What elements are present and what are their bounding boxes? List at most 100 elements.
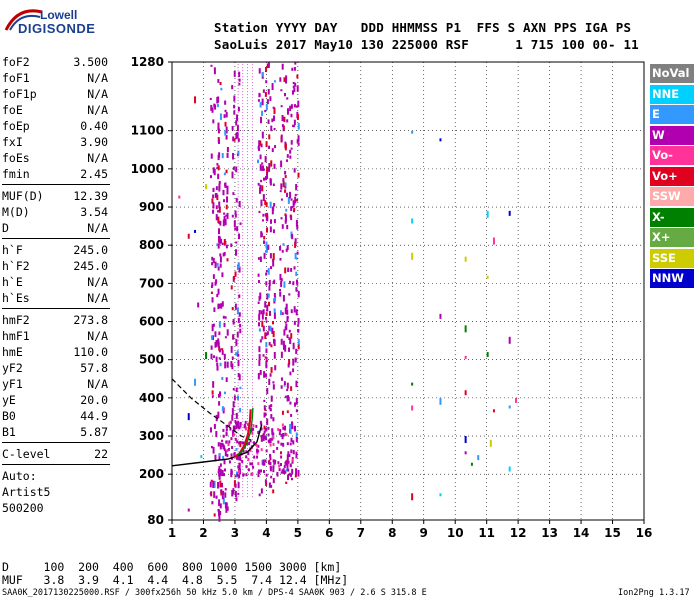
echo-point: [216, 194, 219, 201]
echo-point: [234, 437, 237, 441]
echo-point: [257, 474, 260, 478]
echo-point: [248, 442, 251, 446]
echo-point: [235, 166, 238, 173]
echo-point: [221, 242, 224, 245]
echo-point: [224, 218, 227, 226]
echo-point: [215, 339, 218, 347]
echo-point: [218, 228, 221, 232]
echo-point: [295, 409, 298, 413]
echo-point: [235, 426, 238, 430]
echo-point: [284, 432, 287, 436]
y-tick-label: 400: [139, 391, 164, 405]
echo-point: [232, 318, 235, 325]
param-value: N/A: [87, 275, 108, 289]
echo-point: [263, 425, 266, 430]
echo-point: [237, 317, 240, 323]
echo-point: [289, 428, 292, 434]
echo-point: [235, 387, 238, 393]
echo-point: [256, 444, 259, 448]
echo-point: [227, 447, 230, 451]
echo-point: [226, 453, 229, 457]
echo-point: [214, 454, 217, 462]
echo-point: [278, 468, 281, 472]
echo-point: [291, 477, 294, 481]
echo-point: [220, 489, 223, 493]
echo-point: [255, 424, 258, 428]
echo-point: [223, 251, 226, 256]
param-value: 273.8: [73, 313, 108, 327]
y-tick-label: 1280: [131, 55, 164, 69]
echo-point: [259, 164, 262, 171]
echo-point: [295, 398, 298, 405]
param-key: foE: [2, 103, 23, 117]
echo-point: [247, 452, 250, 456]
param-value: 245.0: [73, 243, 108, 257]
echo-point: [266, 418, 269, 425]
echo-point: [226, 187, 229, 195]
echo-point: [217, 442, 220, 447]
echo-point: [289, 105, 292, 112]
echo-point: [234, 303, 237, 310]
echo-point: [234, 227, 237, 231]
echo-point: [210, 479, 213, 482]
echo-point: [297, 290, 300, 298]
echo-point: [218, 453, 221, 461]
sporadic-echo: [194, 96, 197, 104]
echo-point: [290, 113, 293, 118]
echo-point: [239, 422, 242, 426]
echo-point: [290, 206, 293, 211]
echo-point: [266, 293, 269, 300]
echo-point: [290, 309, 293, 314]
echo-point: [235, 339, 238, 346]
echo-point: [230, 470, 233, 474]
echo-point: [224, 488, 227, 491]
echo-point: [224, 336, 227, 339]
echo-point: [209, 492, 212, 495]
echo-point: [292, 368, 295, 373]
x-tick-label: 4: [262, 526, 270, 540]
echo-point: [287, 395, 290, 399]
echo-point: [230, 468, 233, 472]
echo-point: [238, 294, 241, 298]
echo-point: [290, 147, 293, 150]
echo-point: [261, 336, 264, 340]
header-line-2: SaoLuis 2017 May10 130 225000 RSF 1 715 …: [214, 37, 639, 52]
echo-point: [267, 460, 270, 464]
echo-point: [247, 457, 250, 461]
param-key: B1: [2, 425, 16, 439]
echo-point: [226, 329, 229, 336]
echo-point: [257, 462, 260, 466]
echo-point: [217, 341, 220, 348]
param-row-b1: B1 5.87: [2, 424, 108, 440]
echo-point: [294, 252, 297, 260]
legend-item-ssw: SSW: [650, 187, 694, 206]
echo-point: [284, 326, 287, 331]
echo-point: [289, 149, 292, 154]
echo-point: [280, 198, 283, 201]
echo-point: [273, 107, 276, 115]
legend-item-nne: NNE: [650, 84, 694, 104]
echo-point: [280, 183, 283, 190]
echo-point: [261, 314, 264, 320]
sporadic-echo: [464, 325, 467, 333]
echo-point: [219, 442, 222, 450]
echo-point: [215, 431, 218, 438]
echo-point: [236, 264, 239, 270]
echo-point: [288, 359, 291, 365]
echo-point: [280, 471, 283, 474]
echo-point: [288, 347, 291, 352]
echo-point: [220, 87, 223, 91]
param-value: N/A: [87, 71, 108, 85]
param-row-fxi: fxI 3.90: [2, 134, 108, 150]
echo-point: [271, 207, 274, 215]
echo-point: [273, 461, 276, 465]
echo-point: [293, 168, 296, 173]
echo-point: [216, 166, 219, 169]
echo-point: [225, 506, 228, 513]
echo-point: [225, 126, 228, 134]
echo-point: [283, 384, 286, 387]
echo-point: [217, 481, 220, 489]
echo-point: [265, 202, 268, 207]
echo-point: [212, 446, 215, 454]
sporadic-echo: [508, 405, 511, 409]
